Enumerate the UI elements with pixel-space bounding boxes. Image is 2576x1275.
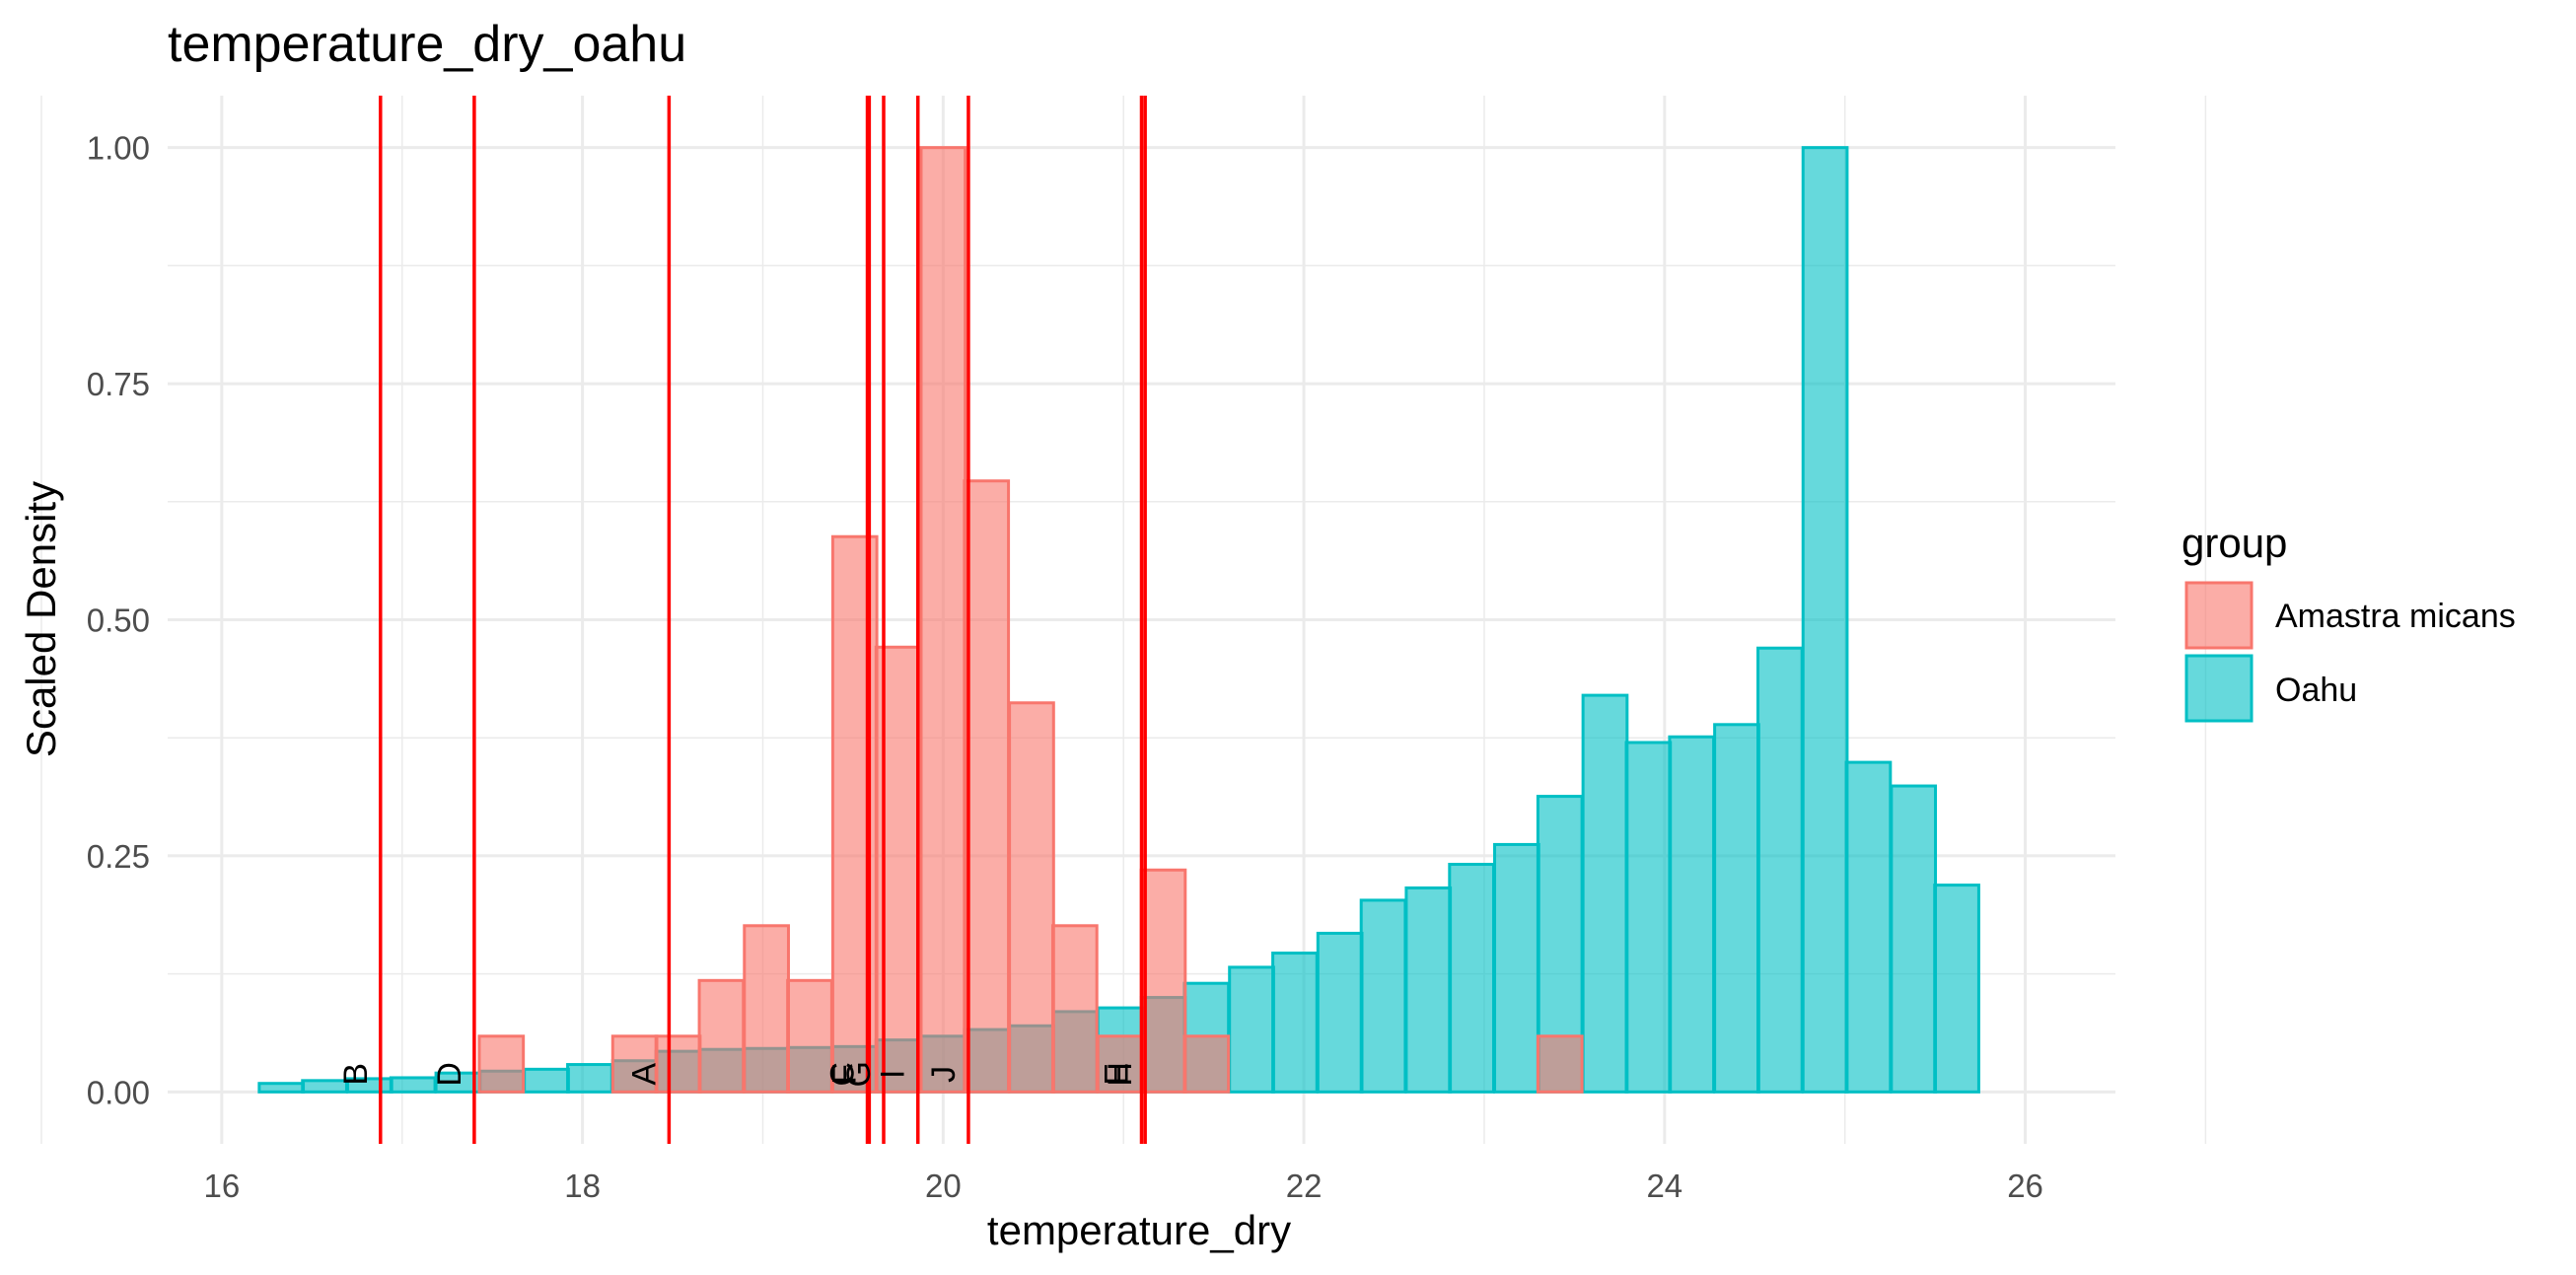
bar-amastra-micans: [1050, 924, 1099, 1094]
bar-oahu: [566, 1063, 613, 1094]
bar-oahu: [1756, 646, 1804, 1094]
reference-line-label: J: [925, 1066, 963, 1083]
bar-oahu: [1801, 146, 1849, 1094]
bar-amastra-micans: [743, 924, 790, 1094]
bar-amastra-micans: [786, 978, 833, 1094]
bar-oahu: [1581, 693, 1629, 1094]
reference-line-label: G: [840, 1061, 878, 1087]
bar-oahu: [523, 1067, 570, 1094]
x-tick-label: 22: [1286, 1168, 1323, 1204]
bar-amastra-micans: [610, 1034, 659, 1094]
bar-oahu: [1668, 735, 1716, 1094]
y-tick-label: 1.00: [87, 130, 150, 167]
reference-line-label: A: [625, 1063, 663, 1086]
bar-amastra-micans: [1139, 868, 1187, 1094]
x-tick-label: 18: [564, 1168, 601, 1204]
y-axis-title: Scaled Density: [18, 481, 64, 757]
bar-oahu: [257, 1082, 306, 1094]
x-tick-label: 26: [2007, 1168, 2043, 1204]
bar-amastra-micans: [1008, 701, 1055, 1094]
x-tick-label: 24: [1646, 1168, 1682, 1204]
amastra-micans-series: [477, 146, 1584, 1094]
bar-oahu: [1359, 898, 1407, 1094]
legend: group Amastra micans Oahu: [2182, 520, 2516, 723]
bar-oahu: [1404, 885, 1453, 1094]
bar-oahu: [1493, 842, 1540, 1094]
reference-line-label: B: [337, 1063, 375, 1086]
x-axis-ticks: 16 18 20 22 24 26: [204, 1168, 2043, 1204]
legend-title: group: [2182, 520, 2287, 566]
bar-amastra-micans: [477, 1034, 526, 1094]
bar-amastra-micans: [963, 479, 1011, 1094]
bar-oahu: [1448, 863, 1495, 1094]
bar-oahu: [1316, 931, 1364, 1094]
x-tick-label: 16: [204, 1168, 241, 1204]
x-axis-title: temperature_dry: [987, 1207, 1291, 1253]
x-tick-label: 20: [925, 1168, 962, 1204]
bar-oahu: [1933, 884, 1980, 1094]
bar-oahu: [1890, 784, 1938, 1094]
bar-oahu: [1624, 741, 1673, 1094]
bar-amastra-micans: [697, 978, 746, 1094]
bar-amastra-micans: [919, 146, 967, 1094]
reference-line-label: E: [1099, 1063, 1136, 1086]
legend-label-oahu: Oahu: [2275, 672, 2357, 709]
reference-line-label: F: [825, 1064, 863, 1085]
reference-line-label: D: [431, 1062, 468, 1087]
y-tick-label: 0.25: [87, 838, 150, 875]
bar-oahu: [1228, 965, 1275, 1094]
y-tick-label: 0.00: [87, 1074, 150, 1110]
bar-amastra-micans: [1182, 1034, 1231, 1094]
bar-oahu: [1713, 723, 1760, 1094]
reference-line-label: C: [824, 1062, 862, 1087]
y-axis-ticks: 0.00 0.25 0.50 0.75 1.00: [87, 130, 150, 1111]
bar-amastra-micans: [654, 1034, 702, 1094]
legend-label-amastra: Amastra micans: [2275, 598, 2516, 635]
legend-key-oahu: [2184, 654, 2254, 723]
reference-line-label: I: [875, 1070, 912, 1079]
oahu-series: [257, 146, 1980, 1094]
legend-key-amastra: [2184, 581, 2254, 650]
bar-oahu: [1844, 760, 1893, 1094]
y-tick-label: 0.75: [87, 366, 150, 402]
y-tick-label: 0.50: [87, 602, 150, 639]
chart-title: temperature_dry_oahu: [168, 16, 686, 73]
bar-oahu: [389, 1076, 437, 1094]
bar-oahu: [1271, 952, 1319, 1094]
bar-amastra-micans: [1536, 1034, 1584, 1094]
reference-line-label: H: [1102, 1062, 1139, 1087]
